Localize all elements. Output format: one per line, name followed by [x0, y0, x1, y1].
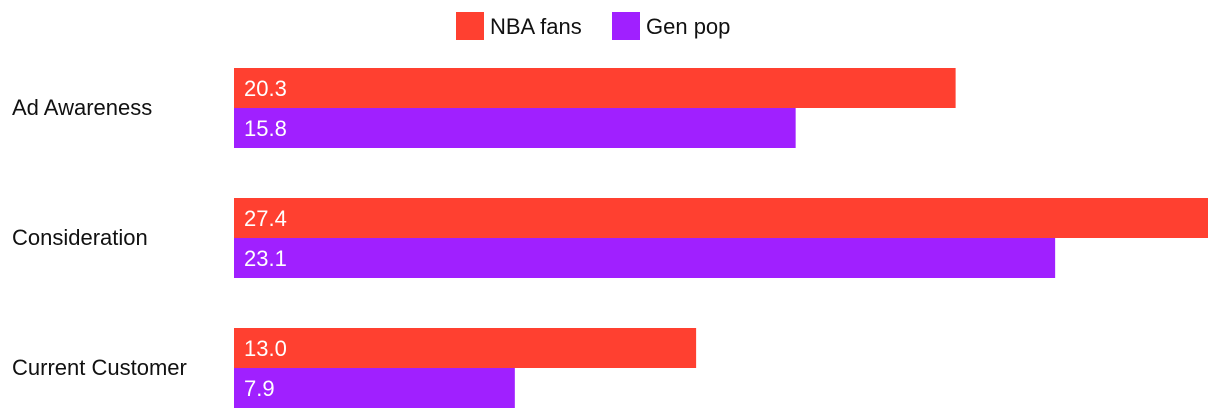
bar-gen-pop-ad-awareness — [234, 108, 796, 148]
bars-group: 20.3 15.8 27.4 23.1 13.0 7.9 — [234, 68, 1208, 408]
category-label-consideration: Consideration — [12, 225, 148, 250]
data-label-nba-fans-consideration: 27.4 — [244, 206, 287, 231]
data-label-nba-fans-ad-awareness: 20.3 — [244, 76, 287, 101]
legend-label-gen-pop: Gen pop — [646, 14, 730, 39]
bar-nba-fans-ad-awareness — [234, 68, 956, 108]
legend-swatch-nba-fans — [456, 12, 484, 40]
data-label-gen-pop-ad-awareness: 15.8 — [244, 116, 287, 141]
category-label-ad-awareness: Ad Awareness — [12, 95, 152, 120]
bar-nba-fans-current-customer — [234, 328, 697, 368]
legend-swatch-gen-pop — [612, 12, 640, 40]
bar-nba-fans-consideration — [234, 198, 1208, 238]
data-label-nba-fans-current-customer: 13.0 — [244, 336, 287, 361]
chart-legend: NBA fans Gen pop — [456, 12, 730, 40]
category-label-current-customer: Current Customer — [12, 355, 187, 380]
legend-label-nba-fans: NBA fans — [490, 14, 582, 39]
bar-gen-pop-current-customer — [234, 368, 515, 408]
category-axis: Ad Awareness Consideration Current Custome… — [12, 95, 187, 380]
data-label-gen-pop-consideration: 23.1 — [244, 246, 287, 271]
bar-gen-pop-consideration — [234, 238, 1056, 278]
data-label-gen-pop-current-customer: 7.9 — [244, 376, 275, 401]
